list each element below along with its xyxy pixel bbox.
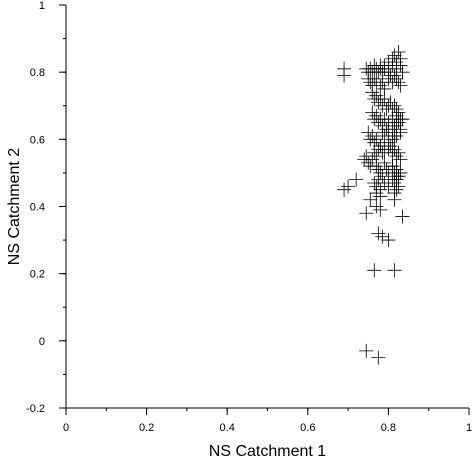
data-point bbox=[395, 112, 410, 127]
data-point bbox=[365, 128, 380, 143]
data-point bbox=[373, 139, 388, 154]
data-point bbox=[369, 88, 384, 103]
data-point bbox=[367, 71, 382, 86]
data-point bbox=[359, 206, 374, 221]
data-points bbox=[337, 45, 410, 365]
data-point bbox=[389, 128, 404, 143]
data-point bbox=[361, 155, 376, 170]
y-tick-label: 0 bbox=[39, 336, 45, 348]
y-tick-label: 0.2 bbox=[30, 269, 45, 281]
x-axis-label: NS Catchment 1 bbox=[209, 443, 326, 460]
x-tick-label: 0 bbox=[63, 422, 69, 434]
data-point bbox=[383, 95, 398, 110]
data-point bbox=[385, 132, 400, 147]
data-point bbox=[395, 65, 410, 80]
data-point bbox=[387, 263, 402, 278]
data-point bbox=[373, 202, 388, 217]
data-point bbox=[391, 75, 406, 90]
data-point bbox=[391, 45, 406, 60]
data-point bbox=[387, 68, 402, 83]
data-point bbox=[359, 343, 374, 358]
data-point bbox=[389, 149, 404, 164]
data-point bbox=[387, 192, 402, 207]
data-point bbox=[381, 233, 396, 248]
y-tick-label: 0.4 bbox=[30, 202, 45, 214]
data-point bbox=[367, 263, 382, 278]
y-tick-label: 0.6 bbox=[30, 134, 45, 146]
y-tick-label: 1 bbox=[39, 0, 45, 12]
data-point bbox=[377, 61, 392, 76]
data-point bbox=[375, 145, 390, 160]
data-point bbox=[369, 132, 384, 147]
x-tick-label: 0.6 bbox=[300, 422, 315, 434]
data-point bbox=[385, 159, 400, 174]
data-point bbox=[349, 172, 364, 187]
x-tick-label: 0.2 bbox=[139, 422, 154, 434]
data-point bbox=[365, 85, 380, 100]
data-point bbox=[381, 165, 396, 180]
data-point bbox=[389, 172, 404, 187]
data-point bbox=[377, 142, 392, 157]
data-point bbox=[363, 192, 378, 207]
data-point bbox=[391, 145, 406, 160]
data-point bbox=[371, 95, 386, 110]
y-tick-label: -0.2 bbox=[26, 403, 45, 415]
y-axis-label: NS Catchment 2 bbox=[6, 148, 23, 265]
data-point bbox=[375, 169, 390, 184]
data-point bbox=[337, 182, 352, 197]
x-tick-label: 1 bbox=[466, 422, 472, 434]
data-point bbox=[373, 78, 388, 93]
data-point bbox=[393, 58, 408, 73]
data-point bbox=[377, 92, 392, 107]
data-point bbox=[393, 165, 408, 180]
data-point bbox=[381, 135, 396, 150]
data-point bbox=[373, 189, 388, 204]
data-point bbox=[393, 125, 408, 140]
data-point bbox=[387, 48, 402, 63]
data-point bbox=[369, 186, 384, 201]
data-point bbox=[341, 179, 356, 194]
data-point bbox=[375, 229, 390, 244]
data-point bbox=[361, 125, 376, 140]
y-tick-label: 0.8 bbox=[30, 67, 45, 79]
data-point bbox=[387, 175, 402, 190]
data-point bbox=[371, 226, 386, 241]
data-point bbox=[365, 152, 380, 167]
data-point bbox=[391, 169, 406, 184]
x-tick-label: 0.4 bbox=[220, 422, 235, 434]
data-point bbox=[393, 152, 408, 167]
data-point bbox=[391, 115, 406, 130]
data-point bbox=[371, 172, 386, 187]
data-point bbox=[377, 155, 392, 170]
data-point bbox=[369, 108, 384, 123]
data-point bbox=[393, 78, 408, 93]
x-tick-label: 0.8 bbox=[381, 422, 396, 434]
axes: 0 0.2 0.4 0.6 0.8 1 -0.2 0 0.2 0.4 0.6 0.8 1 bbox=[26, 0, 472, 434]
data-point bbox=[369, 199, 384, 214]
data-point bbox=[337, 68, 352, 83]
data-point bbox=[387, 98, 402, 113]
data-point bbox=[369, 159, 384, 174]
data-point bbox=[395, 209, 410, 224]
data-point bbox=[371, 350, 386, 365]
data-point bbox=[381, 122, 396, 137]
data-point bbox=[379, 162, 394, 177]
data-point bbox=[389, 71, 404, 86]
data-point bbox=[365, 105, 380, 120]
